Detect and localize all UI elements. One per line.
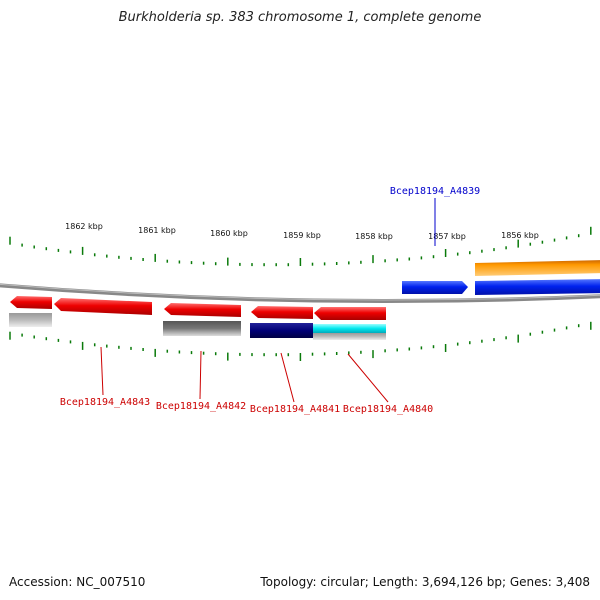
topology-stats-text: Topology: circular; Length: 3,694,126 bp…	[260, 575, 590, 589]
leader-line-a4841	[280, 352, 295, 403]
scale-label-1859: 1859 kbp	[283, 231, 321, 240]
scale-label-1856: 1856 kbp	[501, 231, 539, 240]
label-leader-lines	[100, 198, 436, 403]
gene-block-gray[interactable]	[163, 321, 241, 336]
accession-text: Accession: NC_007510	[9, 575, 146, 589]
forward-strand-features	[402, 260, 600, 295]
gene-block-navy[interactable]	[250, 323, 313, 338]
genome-backbone	[0, 283, 600, 304]
scale-label-1861: 1861 kbp	[138, 226, 176, 235]
inner-scale-ticks	[9, 321, 592, 361]
gene-arrow-red-a4843a[interactable]	[10, 296, 52, 309]
leader-line-a4840	[347, 353, 389, 403]
gene-label-a4840[interactable]: Bcep18194_A4840	[343, 404, 433, 415]
gene-block-lightgray-right[interactable]	[313, 333, 386, 340]
scale-label-1857: 1857 kbp	[428, 232, 466, 241]
scale-label-1862: 1862 kbp	[65, 222, 103, 231]
gene-labels: Bcep18194_A4839 Bcep18194_A4843 Bcep1819…	[60, 186, 480, 415]
leader-line-a4842	[199, 350, 202, 400]
scale-label-1860: 1860 kbp	[210, 229, 248, 238]
figure-title: Burkholderia sp. 383 chromosome 1, compl…	[118, 10, 482, 25]
gene-arrow-red-a4842[interactable]	[164, 303, 241, 317]
gene-label-a4839[interactable]: Bcep18194_A4839	[390, 186, 480, 197]
gene-arrow-red-a4843b[interactable]	[54, 298, 152, 315]
gene-block-orange[interactable]	[475, 260, 600, 276]
gene-label-a4842[interactable]: Bcep18194_A4842	[156, 401, 246, 412]
scale-labels: 1862 kbp 1861 kbp 1860 kbp 1859 kbp 1858…	[65, 222, 539, 241]
gene-arrow-red-a4841[interactable]	[251, 306, 313, 319]
gene-arrow-blue-a4839[interactable]	[402, 281, 468, 294]
reverse-strand-features	[9, 296, 386, 340]
gene-arrow-red-a4840[interactable]	[314, 307, 386, 320]
gene-block-cyan[interactable]	[313, 324, 386, 333]
scale-label-1858: 1858 kbp	[355, 232, 393, 241]
gene-label-a4841[interactable]: Bcep18194_A4841	[250, 404, 340, 415]
leader-line-a4843	[100, 346, 104, 396]
gene-block-lightgray-left[interactable]	[9, 313, 52, 327]
outer-scale-ticks	[9, 226, 592, 267]
gene-label-a4843[interactable]: Bcep18194_A4843	[60, 397, 150, 408]
genome-backbone-highlight	[0, 283, 600, 301]
gene-block-blue[interactable]	[475, 279, 600, 295]
